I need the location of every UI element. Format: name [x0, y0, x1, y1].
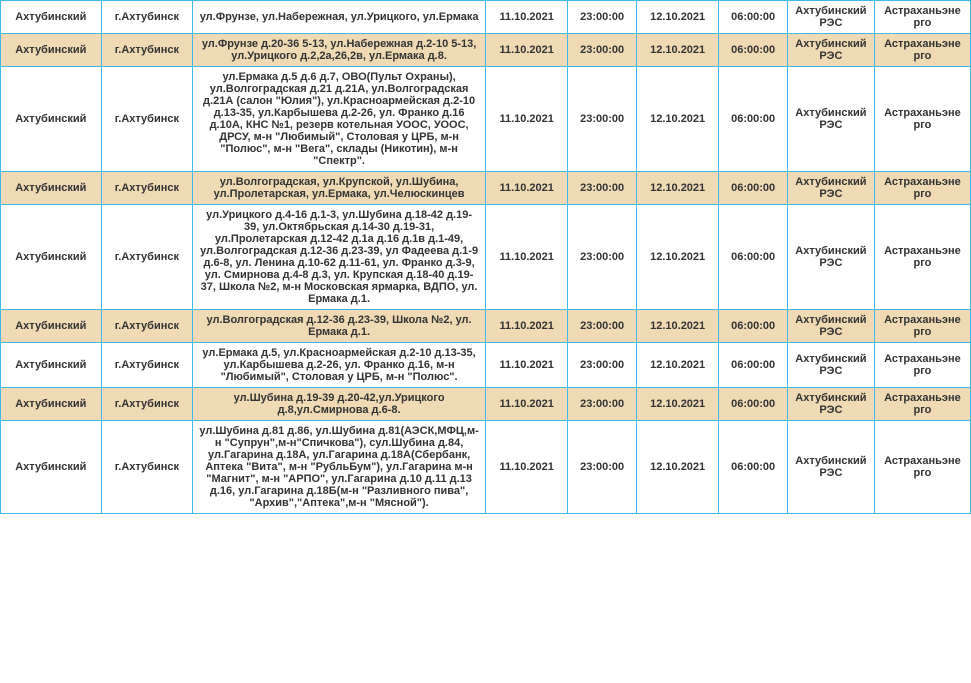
cell-address: ул.Шубина д.19-39 д.20-42,ул.Урицкого д.… — [193, 388, 486, 421]
cell-city: г.Ахтубинск — [101, 343, 193, 388]
cell-address: ул.Ермака д.5 д.6 д.7, ОВО(Пульт Охраны)… — [193, 67, 486, 172]
cell-district: Ахтубинский — [1, 421, 102, 514]
cell-time-end: 06:00:00 — [719, 1, 788, 34]
cell-address: ул.Волгоградская, ул.Крупской, ул.Шубина… — [193, 172, 486, 205]
table-row: Ахтубинскийг.Ахтубинскул.Волгоградская д… — [1, 310, 971, 343]
table-row: Ахтубинскийг.Ахтубинскул.Волгоградская, … — [1, 172, 971, 205]
cell-date-start: 11.10.2021 — [486, 172, 568, 205]
cell-org2: Астраханьэнерго — [874, 67, 970, 172]
cell-date-end: 12.10.2021 — [636, 34, 718, 67]
cell-org1: Ахтубинский РЭС — [787, 310, 874, 343]
cell-date-end: 12.10.2021 — [636, 310, 718, 343]
cell-date-start: 11.10.2021 — [486, 421, 568, 514]
cell-org1: Ахтубинский РЭС — [787, 1, 874, 34]
cell-district: Ахтубинский — [1, 343, 102, 388]
cell-district: Ахтубинский — [1, 1, 102, 34]
cell-city: г.Ахтубинск — [101, 310, 193, 343]
cell-org2: Астраханьэнерго — [874, 172, 970, 205]
cell-date-start: 11.10.2021 — [486, 343, 568, 388]
cell-district: Ахтубинский — [1, 310, 102, 343]
table-row: Ахтубинскийг.Ахтубинскул.Фрунзе д.20-36 … — [1, 34, 971, 67]
cell-time-start: 23:00:00 — [568, 421, 637, 514]
cell-district: Ахтубинский — [1, 34, 102, 67]
table-body: Ахтубинскийг.Ахтубинскул.Фрунзе, ул.Набе… — [1, 1, 971, 514]
cell-org1: Ахтубинский РЭС — [787, 34, 874, 67]
cell-date-start: 11.10.2021 — [486, 34, 568, 67]
cell-org1: Ахтубинский РЭС — [787, 67, 874, 172]
cell-org1: Ахтубинский РЭС — [787, 388, 874, 421]
cell-time-end: 06:00:00 — [719, 67, 788, 172]
cell-org1: Ахтубинский РЭС — [787, 172, 874, 205]
cell-org1: Ахтубинский РЭС — [787, 421, 874, 514]
cell-city: г.Ахтубинск — [101, 1, 193, 34]
cell-address: ул.Урицкого д.4-16 д.1-3, ул.Шубина д.18… — [193, 205, 486, 310]
cell-date-start: 11.10.2021 — [486, 1, 568, 34]
cell-time-start: 23:00:00 — [568, 388, 637, 421]
cell-city: г.Ахтубинск — [101, 421, 193, 514]
cell-time-start: 23:00:00 — [568, 34, 637, 67]
cell-time-end: 06:00:00 — [719, 310, 788, 343]
cell-org1: Ахтубинский РЭС — [787, 343, 874, 388]
cell-date-end: 12.10.2021 — [636, 421, 718, 514]
outage-table: Ахтубинскийг.Ахтубинскул.Фрунзе, ул.Набе… — [0, 0, 971, 514]
cell-date-start: 11.10.2021 — [486, 388, 568, 421]
cell-date-end: 12.10.2021 — [636, 67, 718, 172]
cell-org1: Ахтубинский РЭС — [787, 205, 874, 310]
cell-city: г.Ахтубинск — [101, 388, 193, 421]
cell-address: ул.Ермака д.5, ул.Красноармейская д.2-10… — [193, 343, 486, 388]
table-row: Ахтубинскийг.Ахтубинскул.Шубина д.19-39 … — [1, 388, 971, 421]
table-row: Ахтубинскийг.Ахтубинскул.Шубина д.81 д.8… — [1, 421, 971, 514]
cell-org2: Астраханьэнерго — [874, 34, 970, 67]
cell-city: г.Ахтубинск — [101, 172, 193, 205]
cell-time-end: 06:00:00 — [719, 421, 788, 514]
table-row: Ахтубинскийг.Ахтубинскул.Ермака д.5, ул.… — [1, 343, 971, 388]
cell-org2: Астраханьэнерго — [874, 310, 970, 343]
cell-time-end: 06:00:00 — [719, 343, 788, 388]
cell-time-start: 23:00:00 — [568, 310, 637, 343]
cell-district: Ахтубинский — [1, 388, 102, 421]
table-row: Ахтубинскийг.Ахтубинскул.Фрунзе, ул.Набе… — [1, 1, 971, 34]
cell-date-end: 12.10.2021 — [636, 1, 718, 34]
cell-date-end: 12.10.2021 — [636, 205, 718, 310]
cell-org2: Астраханьэнерго — [874, 421, 970, 514]
cell-address: ул.Фрунзе, ул.Набережная, ул.Урицкого, у… — [193, 1, 486, 34]
table-row: Ахтубинскийг.Ахтубинскул.Ермака д.5 д.6 … — [1, 67, 971, 172]
cell-time-end: 06:00:00 — [719, 388, 788, 421]
cell-address: ул.Волгоградская д.12-36 д.23-39, Школа … — [193, 310, 486, 343]
cell-org2: Астраханьэнерго — [874, 205, 970, 310]
cell-org2: Астраханьэнерго — [874, 1, 970, 34]
cell-org2: Астраханьэнерго — [874, 343, 970, 388]
cell-district: Ахтубинский — [1, 172, 102, 205]
cell-date-start: 11.10.2021 — [486, 310, 568, 343]
cell-date-end: 12.10.2021 — [636, 388, 718, 421]
cell-city: г.Ахтубинск — [101, 205, 193, 310]
cell-address: ул.Шубина д.81 д.86, ул.Шубина д.81(АЭСК… — [193, 421, 486, 514]
cell-city: г.Ахтубинск — [101, 67, 193, 172]
cell-time-start: 23:00:00 — [568, 1, 637, 34]
cell-time-end: 06:00:00 — [719, 172, 788, 205]
cell-address: ул.Фрунзе д.20-36 5-13, ул.Набережная д.… — [193, 34, 486, 67]
cell-time-start: 23:00:00 — [568, 172, 637, 205]
cell-date-end: 12.10.2021 — [636, 343, 718, 388]
cell-district: Ахтубинский — [1, 205, 102, 310]
cell-date-end: 12.10.2021 — [636, 172, 718, 205]
cell-date-start: 11.10.2021 — [486, 205, 568, 310]
cell-date-start: 11.10.2021 — [486, 67, 568, 172]
cell-time-end: 06:00:00 — [719, 34, 788, 67]
cell-city: г.Ахтубинск — [101, 34, 193, 67]
cell-org2: Астраханьэнерго — [874, 388, 970, 421]
cell-time-start: 23:00:00 — [568, 205, 637, 310]
cell-time-start: 23:00:00 — [568, 343, 637, 388]
cell-time-end: 06:00:00 — [719, 205, 788, 310]
table-row: Ахтубинскийг.Ахтубинскул.Урицкого д.4-16… — [1, 205, 971, 310]
cell-time-start: 23:00:00 — [568, 67, 637, 172]
cell-district: Ахтубинский — [1, 67, 102, 172]
